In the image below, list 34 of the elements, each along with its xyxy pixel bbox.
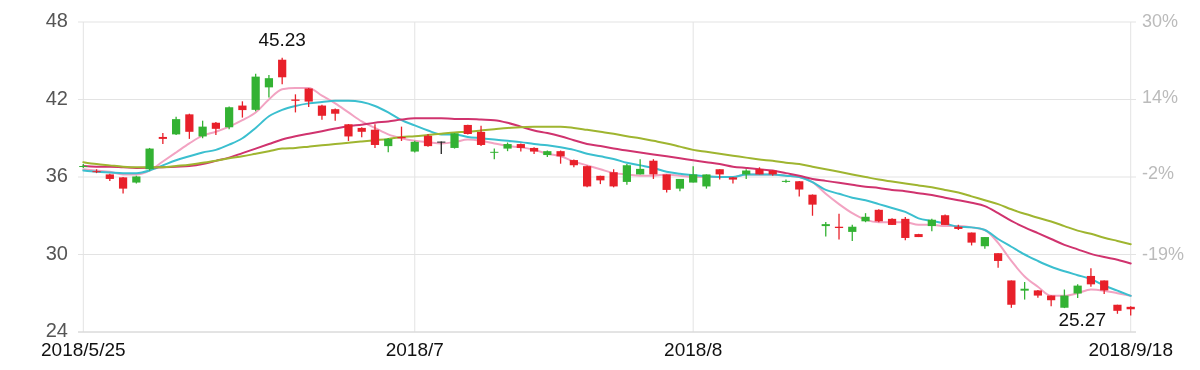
x-tick-label: 2018/8 <box>664 339 723 361</box>
line-series <box>82 117 1132 265</box>
y2-tick-label: -2% <box>1142 163 1175 184</box>
annotation: 45.23 <box>258 28 306 50</box>
y-tick-label: 42 <box>45 86 68 109</box>
candlestick <box>278 57 287 85</box>
y-tick-label: 36 <box>45 164 68 187</box>
candlestick <box>304 87 313 108</box>
y2-tick-label: 14% <box>1142 87 1179 108</box>
candlestick <box>476 125 486 147</box>
candlestick <box>264 74 274 99</box>
candlestick <box>808 193 817 217</box>
candlestick <box>370 123 380 149</box>
candlestick <box>583 164 592 188</box>
x-tick-label: 2018/7 <box>385 339 444 361</box>
x-tick-label: 2018/5/25 <box>41 339 126 361</box>
candlestick <box>622 163 631 186</box>
y-tick-label: 48 <box>45 9 68 32</box>
candlestick <box>609 168 618 188</box>
candlestick <box>901 216 910 241</box>
y2-tick-label: -19% <box>1142 244 1185 265</box>
y-tick-label: 30 <box>45 241 68 264</box>
x-tick-label: 2018/9/18 <box>1088 339 1173 361</box>
candlestick <box>145 147 154 172</box>
candlestick <box>158 132 167 145</box>
line-series <box>82 125 1132 246</box>
candlestick <box>172 116 181 136</box>
y-tick-label: 24 <box>45 319 68 342</box>
candlestick <box>662 173 671 194</box>
y2-tick-label: 30% <box>1142 10 1179 31</box>
candlestick <box>1086 267 1096 288</box>
candlestick <box>649 158 658 180</box>
candlestick <box>185 113 194 140</box>
annotation: 25.27 <box>1058 309 1106 330</box>
